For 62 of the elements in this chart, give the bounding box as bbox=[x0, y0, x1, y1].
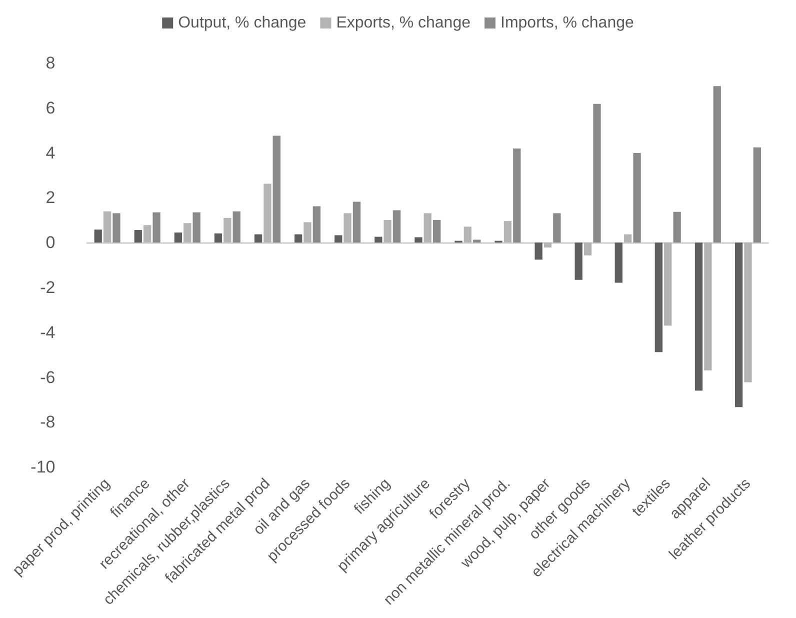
bar bbox=[574, 242, 582, 280]
bar bbox=[633, 153, 641, 243]
bar bbox=[694, 242, 703, 391]
bar bbox=[304, 222, 312, 243]
bar bbox=[544, 242, 552, 248]
bar bbox=[753, 147, 761, 243]
legend-label: Output, % change bbox=[178, 14, 306, 32]
bar bbox=[384, 220, 392, 243]
bar bbox=[184, 223, 192, 243]
bar bbox=[473, 240, 481, 243]
bar bbox=[534, 242, 542, 260]
bar bbox=[504, 221, 512, 243]
bar bbox=[593, 104, 601, 243]
bar bbox=[103, 211, 112, 243]
bar bbox=[334, 235, 342, 243]
bar bbox=[214, 233, 222, 243]
legend-label: Exports, % change bbox=[336, 14, 471, 32]
bar bbox=[673, 212, 681, 243]
y-tick-label: -8 bbox=[40, 412, 56, 432]
bar bbox=[374, 236, 382, 243]
bar bbox=[312, 206, 321, 243]
bar bbox=[734, 242, 743, 408]
bar bbox=[624, 234, 632, 243]
bar bbox=[553, 213, 561, 243]
bar bbox=[192, 212, 200, 243]
bar bbox=[134, 230, 142, 243]
bar bbox=[232, 211, 240, 243]
bar bbox=[464, 226, 472, 243]
bar bbox=[112, 213, 120, 243]
bar bbox=[654, 242, 663, 352]
bar bbox=[414, 237, 422, 243]
bar bbox=[254, 234, 262, 243]
bar bbox=[584, 242, 592, 256]
bar bbox=[272, 136, 280, 243]
bar bbox=[152, 212, 160, 243]
bar bbox=[294, 234, 302, 243]
y-tick-label: -6 bbox=[40, 368, 56, 387]
bar bbox=[614, 242, 622, 283]
bar bbox=[704, 242, 712, 370]
bar bbox=[664, 242, 672, 326]
bar bbox=[424, 213, 432, 243]
bar bbox=[432, 220, 441, 243]
bar bbox=[264, 184, 272, 243]
y-tick-label: -2 bbox=[40, 278, 56, 298]
bar bbox=[744, 242, 752, 382]
y-tick-label: -10 bbox=[30, 458, 56, 477]
y-tick-label: 4 bbox=[46, 143, 56, 162]
y-tick-label: -4 bbox=[40, 322, 56, 342]
bar bbox=[174, 232, 182, 243]
bar bbox=[224, 218, 232, 243]
y-tick-label: 2 bbox=[46, 188, 56, 208]
y-tick-label: 6 bbox=[46, 98, 56, 118]
bar bbox=[513, 148, 521, 243]
bar bbox=[94, 230, 102, 243]
bar bbox=[352, 202, 361, 243]
bar bbox=[344, 213, 352, 243]
bar bbox=[713, 86, 721, 243]
y-tick-label: 0 bbox=[46, 233, 56, 252]
y-tick-label: 8 bbox=[46, 54, 56, 72]
bar bbox=[392, 210, 401, 243]
legend-label: Imports, % change bbox=[500, 14, 634, 32]
bar bbox=[144, 225, 152, 243]
